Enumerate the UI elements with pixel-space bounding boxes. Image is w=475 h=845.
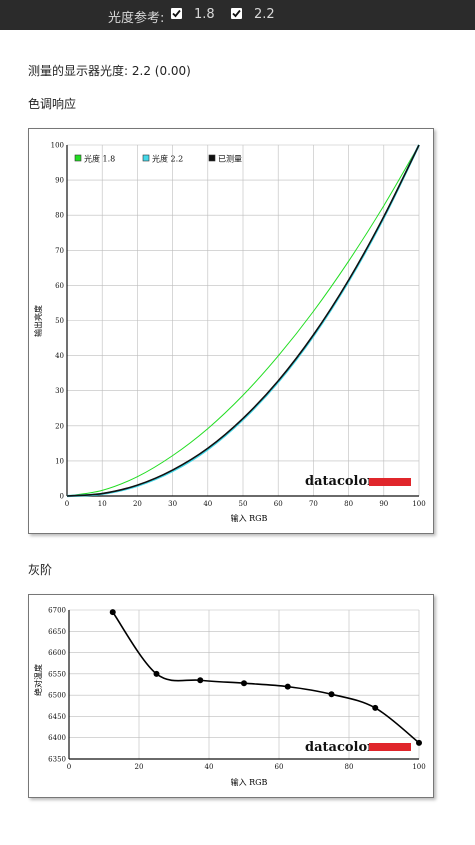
data-point [241, 680, 247, 687]
data-point [153, 670, 160, 677]
legend-label-1: 光度 1.8 [84, 154, 115, 164]
y-tick-label: 6400 [48, 734, 66, 742]
brand-logo-bar [369, 478, 411, 486]
y-tick-label: 6450 [48, 713, 66, 721]
top-toolbar: 光度参考: 1.8 2.2 [0, 0, 475, 30]
data-point [284, 683, 291, 690]
y-tick-label: 6350 [48, 756, 66, 764]
y-tick-label: 6600 [48, 649, 66, 657]
y-tick-label: 30 [55, 387, 64, 395]
measured-gamma-value: 2.2 (0.00) [131, 64, 191, 78]
y-tick-label: 50 [55, 317, 64, 325]
tone-response-chart: 0 10 20 30 40 50 60 70 80 90 100 0 10 20 30 40 50 60 70 80 9… [28, 128, 434, 534]
y-tick-label: 0 [60, 493, 64, 501]
x-tick-label: 30 [168, 500, 177, 508]
brand-logo-bar [369, 743, 411, 751]
gray-scale-title: 灰阶 [28, 563, 53, 577]
x-tick-label: 70 [309, 500, 318, 508]
datacolor-logo: datacolor [305, 740, 411, 755]
gamma-2-2-label[interactable]: 2.2 [254, 7, 275, 22]
x-tick-label: 80 [345, 763, 354, 771]
brand-logo-text: datacolor [305, 474, 374, 489]
brand-logo-text: datacolor [305, 740, 374, 755]
tone-response-title: 色调响应 [28, 97, 77, 111]
x-axis-label: 输入 RGB [231, 513, 268, 523]
x-tick-label: 60 [274, 500, 283, 508]
series-line-3 [66, 144, 420, 497]
y-tick-label: 10 [55, 457, 64, 465]
legend-swatch-1 [74, 154, 82, 162]
x-axis-label: 输入 RGB [231, 777, 268, 787]
gamma-1-8-label[interactable]: 1.8 [194, 7, 215, 22]
gamma-1-8-checkbox[interactable] [171, 8, 182, 19]
y-tick-label: 80 [55, 212, 64, 220]
gray-scale-plot: 0 20 40 60 80 100 6350 6400 6450 6500 6550 6600 6650… [33, 607, 426, 788]
x-tick-label: 0 [65, 500, 69, 508]
y-tick-label: 70 [55, 247, 64, 255]
x-tick-label: 60 [275, 763, 284, 771]
legend-label-2: 光度 2.2 [152, 154, 183, 164]
legend-swatch-2 [142, 154, 150, 162]
x-tick-label: 0 [67, 763, 71, 771]
y-tick-label: 60 [55, 282, 64, 290]
x-tick-label: 10 [98, 500, 107, 508]
data-point [328, 691, 335, 698]
x-tick-label: 100 [412, 763, 425, 771]
datacolor-logo: datacolor [305, 474, 411, 489]
y-tick-label: 6650 [48, 628, 66, 636]
y-tick-label: 40 [55, 352, 64, 360]
data-point [109, 609, 116, 616]
y-axis-label: 绝对温度 [33, 664, 43, 696]
x-tick-label: 40 [205, 763, 214, 771]
legend-swatch-3 [208, 154, 216, 162]
y-tick-label: 90 [55, 177, 64, 185]
y-axis-label: 输出亮度 [33, 305, 43, 337]
tone-response-plot: 0 10 20 30 40 50 60 70 80 90 100 0 10 20 30 40 50 60 70 80 9… [33, 142, 426, 524]
measured-gamma-row: 测量的显示器光度: 2.2 (0.00) [28, 62, 191, 79]
x-tick-label: 20 [135, 763, 144, 771]
series-line-1 [66, 144, 420, 497]
data-point [372, 704, 379, 711]
check-icon [172, 9, 181, 18]
x-tick-label: 90 [379, 500, 388, 508]
x-tick-label: 20 [133, 500, 142, 508]
gamma-2-2-checkbox[interactable] [231, 8, 242, 19]
x-tick-label: 40 [203, 500, 212, 508]
gray-scale-chart: 0 20 40 60 80 100 6350 6400 6450 6500 6550 6600 6650… [28, 594, 434, 798]
legend-label-3: 已测量 [218, 155, 242, 164]
measured-gamma-label: 测量的显示器光度: [28, 64, 129, 78]
gamma-reference-label: 光度参考: [108, 11, 165, 26]
y-tick-label: 100 [51, 142, 64, 150]
x-tick-label: 50 [239, 500, 248, 508]
data-point [197, 677, 204, 684]
data-point [416, 739, 422, 746]
check-icon [232, 9, 241, 18]
y-tick-label: 6500 [48, 692, 66, 700]
x-tick-label: 80 [344, 500, 353, 508]
y-tick-label: 20 [55, 422, 64, 430]
y-tick-label: 6550 [48, 670, 66, 678]
x-tick-label: 100 [412, 500, 425, 508]
y-tick-label: 6700 [48, 607, 66, 615]
